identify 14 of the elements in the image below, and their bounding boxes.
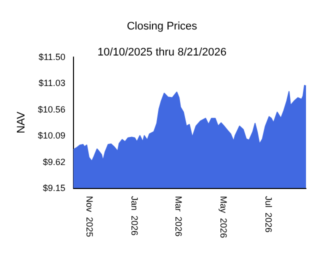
x-tick-label: Mar 2026 bbox=[173, 196, 184, 237]
chart-title: Closing Prices bbox=[126, 20, 198, 32]
chart-subtitle: 10/10/2025 thru 8/21/2026 bbox=[97, 46, 227, 58]
x-tick-label: Nov 2025 bbox=[84, 196, 95, 238]
y-tick-label: $9.62 bbox=[42, 156, 66, 167]
y-tick-label: $11.50 bbox=[38, 52, 66, 62]
y-tick-label: $11.03 bbox=[38, 78, 66, 88]
y-tick-label: $10.56 bbox=[38, 104, 66, 114]
x-tick-label: Jul 2026 bbox=[263, 196, 274, 233]
y-axis-title: NAV bbox=[16, 110, 28, 134]
x-tick-label: Jan 2026 bbox=[130, 196, 140, 236]
y-tick-label: $10.09 bbox=[38, 130, 66, 141]
x-tick-label: May 2026 bbox=[218, 196, 228, 238]
y-tick-label: $9.15 bbox=[42, 183, 66, 193]
